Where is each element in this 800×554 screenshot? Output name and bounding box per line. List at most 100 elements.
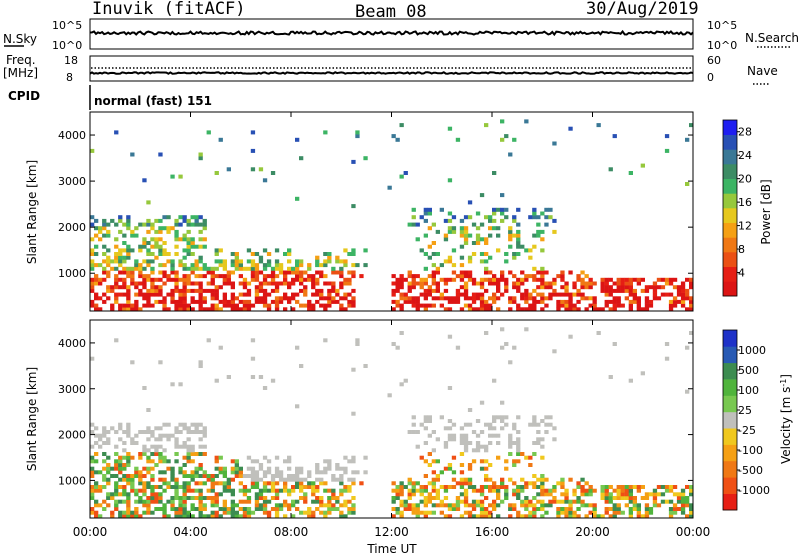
velocity-cell	[423, 474, 428, 478]
power-cell	[126, 215, 131, 220]
velocity-cell	[672, 507, 678, 511]
power-cell	[246, 307, 252, 312]
velocity-cell	[500, 485, 505, 489]
power-cell	[210, 292, 215, 297]
velocity-cell	[540, 492, 545, 497]
power-cell	[110, 218, 115, 223]
velocity-cell	[230, 503, 235, 508]
velocity-cell	[604, 485, 609, 489]
velocity-cell	[423, 415, 428, 420]
velocity-cell	[194, 422, 199, 427]
power-cell	[299, 259, 304, 264]
power-cell	[146, 299, 151, 304]
power-cell	[628, 285, 633, 290]
power-cell	[407, 274, 412, 279]
power-cell	[274, 263, 280, 268]
power-cell	[118, 292, 123, 297]
power-cell	[307, 307, 312, 312]
velocity-cell	[415, 488, 420, 493]
velocity-cell	[323, 503, 328, 508]
velocity-cell	[319, 496, 324, 500]
power-cell	[540, 229, 545, 234]
power-cell	[130, 270, 135, 275]
velocity-cell	[532, 415, 537, 420]
velocity-cbar-swatch	[723, 379, 737, 396]
power-cell	[516, 237, 521, 242]
velocity-cell	[447, 503, 453, 508]
velocity-cell	[479, 499, 485, 504]
power-cell	[520, 277, 525, 282]
power-cell	[467, 296, 473, 301]
power-cell	[660, 277, 666, 282]
velocity-cell	[182, 496, 187, 500]
velocity-cell	[685, 503, 690, 508]
power-cell	[158, 237, 163, 242]
power-cell	[174, 307, 179, 312]
velocity-cell	[126, 474, 131, 478]
power-cell	[351, 204, 356, 209]
power-cell	[463, 215, 469, 220]
velocity-cell	[403, 507, 408, 511]
power-cell	[311, 285, 316, 290]
velocity-cell	[435, 492, 440, 497]
velocity-cell	[106, 466, 111, 471]
power-cell	[323, 252, 328, 256]
velocity-cell	[423, 499, 428, 504]
power-cell	[274, 299, 280, 304]
velocity-cell	[130, 455, 135, 460]
velocity-cell	[548, 503, 553, 508]
velocity-cell	[122, 448, 127, 453]
power-cell	[230, 263, 235, 268]
velocity-cell	[154, 452, 159, 456]
power-cell	[315, 281, 320, 286]
power-cell	[660, 285, 666, 290]
velocity-cell	[238, 507, 243, 511]
power-cell	[564, 285, 569, 290]
power-cell	[616, 299, 621, 304]
power-cell	[194, 281, 199, 286]
velocity-cell	[94, 485, 99, 489]
velocity-cell	[612, 342, 617, 346]
power-cell	[564, 292, 569, 297]
power-cell	[126, 270, 131, 275]
velocity-cell	[544, 503, 549, 508]
power-cell	[351, 263, 356, 268]
velocity-cell	[540, 499, 545, 504]
velocity-cell	[90, 496, 95, 500]
velocity-cell	[158, 492, 163, 497]
power-cell	[283, 292, 288, 297]
velocity-cell	[174, 488, 179, 493]
velocity-cell	[652, 499, 658, 504]
velocity-cell	[540, 488, 545, 493]
velocity-cell	[488, 477, 493, 482]
velocity-cell	[250, 459, 256, 464]
power-cell	[439, 292, 444, 297]
velocity-cell	[146, 448, 151, 453]
velocity-cell	[150, 510, 155, 515]
power-cell	[479, 299, 485, 304]
velocity-cell	[407, 430, 412, 434]
power-cell	[110, 288, 115, 293]
power-cell	[652, 285, 658, 290]
power-cell	[250, 274, 256, 279]
velocity-cell	[660, 492, 666, 497]
velocity-cell	[411, 507, 416, 511]
velocity-cell	[315, 463, 320, 467]
power-cell	[242, 281, 248, 286]
velocity-cell	[190, 430, 195, 434]
velocity-cell	[484, 331, 489, 335]
velocity-cell	[138, 488, 143, 493]
velocity-cell	[359, 481, 364, 486]
power-cell	[94, 244, 99, 249]
velocity-cell	[568, 499, 573, 504]
velocity-cell	[471, 485, 477, 489]
velocity-cell	[608, 507, 613, 511]
velocity-cell	[94, 441, 99, 445]
power-cell	[612, 307, 617, 312]
velocity-cell	[162, 503, 167, 508]
power-cell	[174, 252, 179, 256]
velocity-cell	[479, 466, 485, 471]
velocity-cell	[299, 496, 304, 500]
power-cell	[319, 303, 324, 308]
power-cell	[254, 285, 260, 290]
